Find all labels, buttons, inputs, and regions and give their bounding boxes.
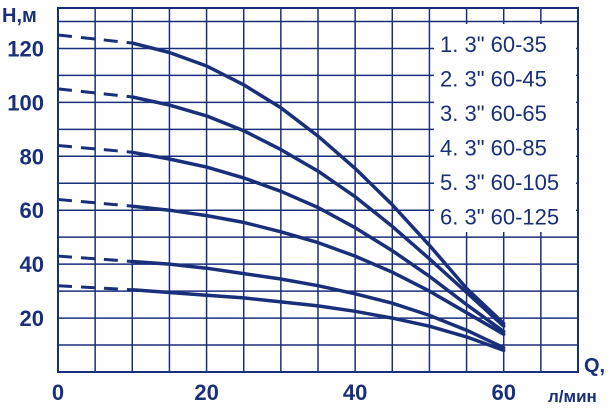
series-extrapolated-segment — [57, 144, 133, 154]
legend-entry: 6. 3" 60-125 — [440, 205, 559, 230]
series-extrapolated-segment — [57, 33, 133, 45]
series-extrapolated-segment — [57, 254, 133, 263]
y-tick-label: 40 — [20, 252, 44, 277]
legend-entry: 4. 3" 60-85 — [440, 136, 547, 161]
legend-background — [434, 24, 576, 232]
series-line — [130, 41, 506, 326]
curve-layer — [57, 33, 506, 353]
y-tick-label: 20 — [20, 306, 44, 331]
series-line — [130, 204, 506, 337]
x-axis-title-unit: л/мин — [548, 387, 597, 406]
series-line — [130, 288, 506, 353]
x-tick-label: 60 — [491, 380, 515, 405]
x-tick-label: 40 — [343, 380, 367, 405]
y-tick-label: 80 — [20, 144, 44, 169]
y-tick-label: 120 — [7, 36, 44, 61]
legend-entry: 1. 3" 60-35 — [440, 32, 547, 57]
series-extrapolated-segment — [57, 87, 133, 99]
series-line — [130, 95, 506, 328]
y-tick-label: 100 — [7, 90, 44, 115]
legend: 1. 3" 60-35 2. 3" 60-45 3. 3" 60-65 4. 3" 6… — [434, 24, 576, 232]
legend-entry: 3. 3" 60-65 — [440, 101, 547, 126]
x-axis-title-symbol: Q, — [584, 355, 605, 377]
y-tick-label: 60 — [20, 198, 44, 223]
series-line — [130, 259, 506, 350]
series-line — [130, 150, 506, 334]
x-tick-label: 0 — [52, 380, 64, 405]
x-tick-label: 20 — [194, 380, 218, 405]
legend-entry: 5. 3" 60-105 — [440, 170, 559, 195]
y-axis-title: H,м — [2, 5, 37, 27]
series-extrapolated-segment — [57, 284, 133, 292]
tick-layer: 20 40 60 80 100 120 0 20 40 60 — [7, 36, 516, 405]
series-extrapolated-segment — [57, 197, 133, 208]
legend-entry: 2. 3" 60-45 — [440, 67, 547, 92]
